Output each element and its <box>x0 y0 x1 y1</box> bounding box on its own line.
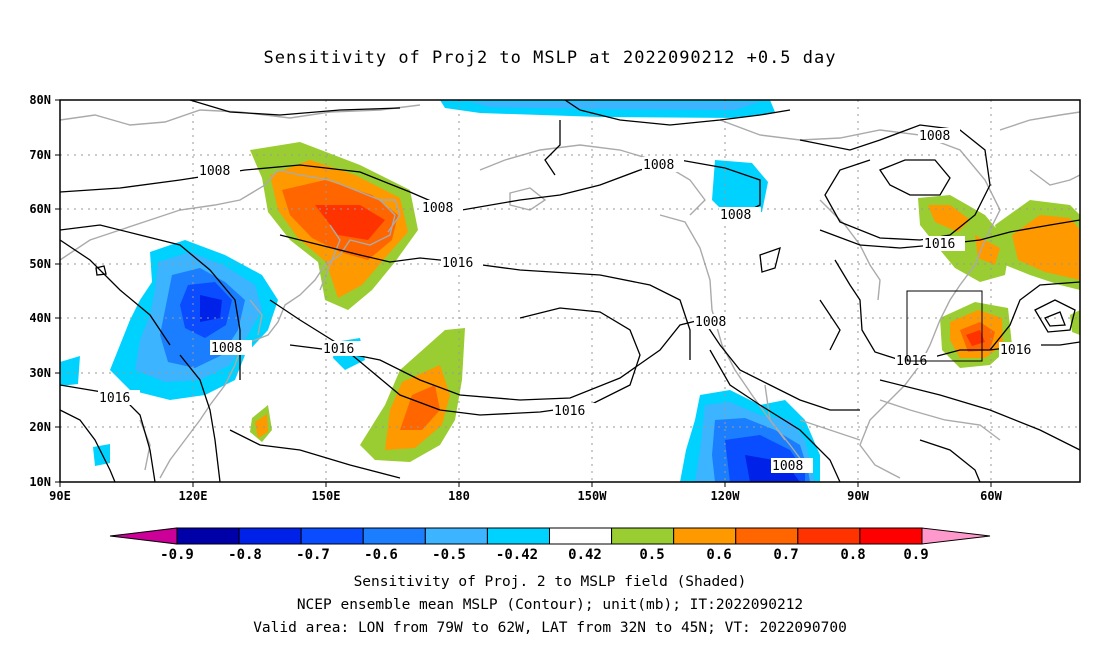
colorbar-swatch <box>238 527 302 545</box>
colorbar-swatch <box>176 527 240 545</box>
contour-label: 1008 <box>211 341 242 356</box>
lat-label: 80N <box>29 93 51 107</box>
colorbar-swatch <box>300 527 364 545</box>
colorbar-label: -0.8 <box>228 547 262 563</box>
colorbar-label: 0.9 <box>903 547 928 563</box>
mslp-contours <box>60 100 1080 482</box>
caption-line-3: Valid area: LON from 79W to 62W, LAT fro… <box>253 620 847 636</box>
colorbar-swatches <box>176 527 923 545</box>
lon-label: 120W <box>711 489 741 503</box>
lon-label: 90E <box>49 489 71 503</box>
caption-line-1: Sensitivity of Proj. 2 to MSLP field (Sh… <box>353 574 747 590</box>
colorbar: -0.9 -0.8 -0.7 -0.6 -0.5 -0.42 0.42 0.5 … <box>109 527 991 563</box>
colorbar-label: 0.42 <box>568 547 602 563</box>
contour-label: 1016 <box>99 391 130 406</box>
colorbar-label: 0.6 <box>706 547 731 563</box>
lon-label: 120E <box>179 489 208 503</box>
caption-line-2: NCEP ensemble mean MSLP (Contour); unit(… <box>296 597 804 613</box>
colorbar-label: 0.8 <box>840 547 865 563</box>
colorbar-swatch <box>549 527 613 545</box>
lon-label: 150W <box>578 489 608 503</box>
lat-label: 60N <box>29 202 51 216</box>
colorbar-swatch <box>362 527 426 545</box>
axis-ticks <box>55 99 992 487</box>
longitude-labels: 90E 120E 150E 180 150W 120W 90W 60W <box>49 489 1002 503</box>
colorbar-labels: -0.9 -0.8 -0.7 -0.6 -0.5 -0.42 0.42 0.5 … <box>160 547 929 563</box>
colorbar-label: 0.7 <box>773 547 798 563</box>
plot-frame <box>59 99 1081 483</box>
lat-label: 10N <box>29 475 51 489</box>
colorbar-low-end <box>109 527 178 545</box>
colorbar-swatch <box>859 527 923 545</box>
colorbar-label: -0.7 <box>296 547 330 563</box>
contour-labels: 1008 1008 1008 1008 1008 1008 1008 1008 … <box>98 128 1041 474</box>
contour-label: 1008 <box>422 201 453 216</box>
contour-label: 1016 <box>323 342 354 357</box>
lon-label: 90W <box>847 489 869 503</box>
colorbar-swatch <box>797 527 861 545</box>
colorbar-label: -0.9 <box>160 547 194 563</box>
colorbar-swatch <box>424 527 488 545</box>
map-title: Sensitivity of Proj2 to MSLP at 20220902… <box>263 48 837 68</box>
lat-label: 30N <box>29 366 51 380</box>
shading-layer <box>60 100 1080 482</box>
contour-label: 1008 <box>695 315 726 330</box>
colorbar-swatch <box>673 527 737 545</box>
contour-label: 1008 <box>919 129 950 144</box>
contour-label: 1016 <box>1000 343 1031 358</box>
contour-label: 1016 <box>554 404 585 419</box>
colorbar-high-end <box>921 527 991 545</box>
lon-label: 180 <box>448 489 470 503</box>
contour-label: 1008 <box>199 164 230 179</box>
colorbar-swatch <box>611 527 675 545</box>
valid-area-box <box>906 290 983 362</box>
colorbar-swatch <box>735 527 799 545</box>
contour-label: 1016 <box>442 256 473 271</box>
colorbar-label: -0.5 <box>432 547 466 563</box>
lat-label: 40N <box>29 311 51 325</box>
latitude-labels: 80N 70N 60N 50N 40N 30N 20N 10N <box>29 93 51 489</box>
colorbar-label: 0.5 <box>639 547 664 563</box>
colorbar-label: -0.42 <box>496 547 538 563</box>
lon-label: 150E <box>312 489 341 503</box>
lat-label: 50N <box>29 257 51 271</box>
lon-label: 60W <box>980 489 1002 503</box>
contour-label: 1008 <box>720 208 751 223</box>
contour-label: 1016 <box>924 237 955 252</box>
lat-label: 20N <box>29 420 51 434</box>
colorbar-label: -0.6 <box>364 547 398 563</box>
colorbar-swatch <box>486 527 550 545</box>
contour-label: 1008 <box>643 158 674 173</box>
lat-label: 70N <box>29 148 51 162</box>
coastlines <box>60 104 1080 479</box>
contour-label: 1008 <box>772 459 803 474</box>
